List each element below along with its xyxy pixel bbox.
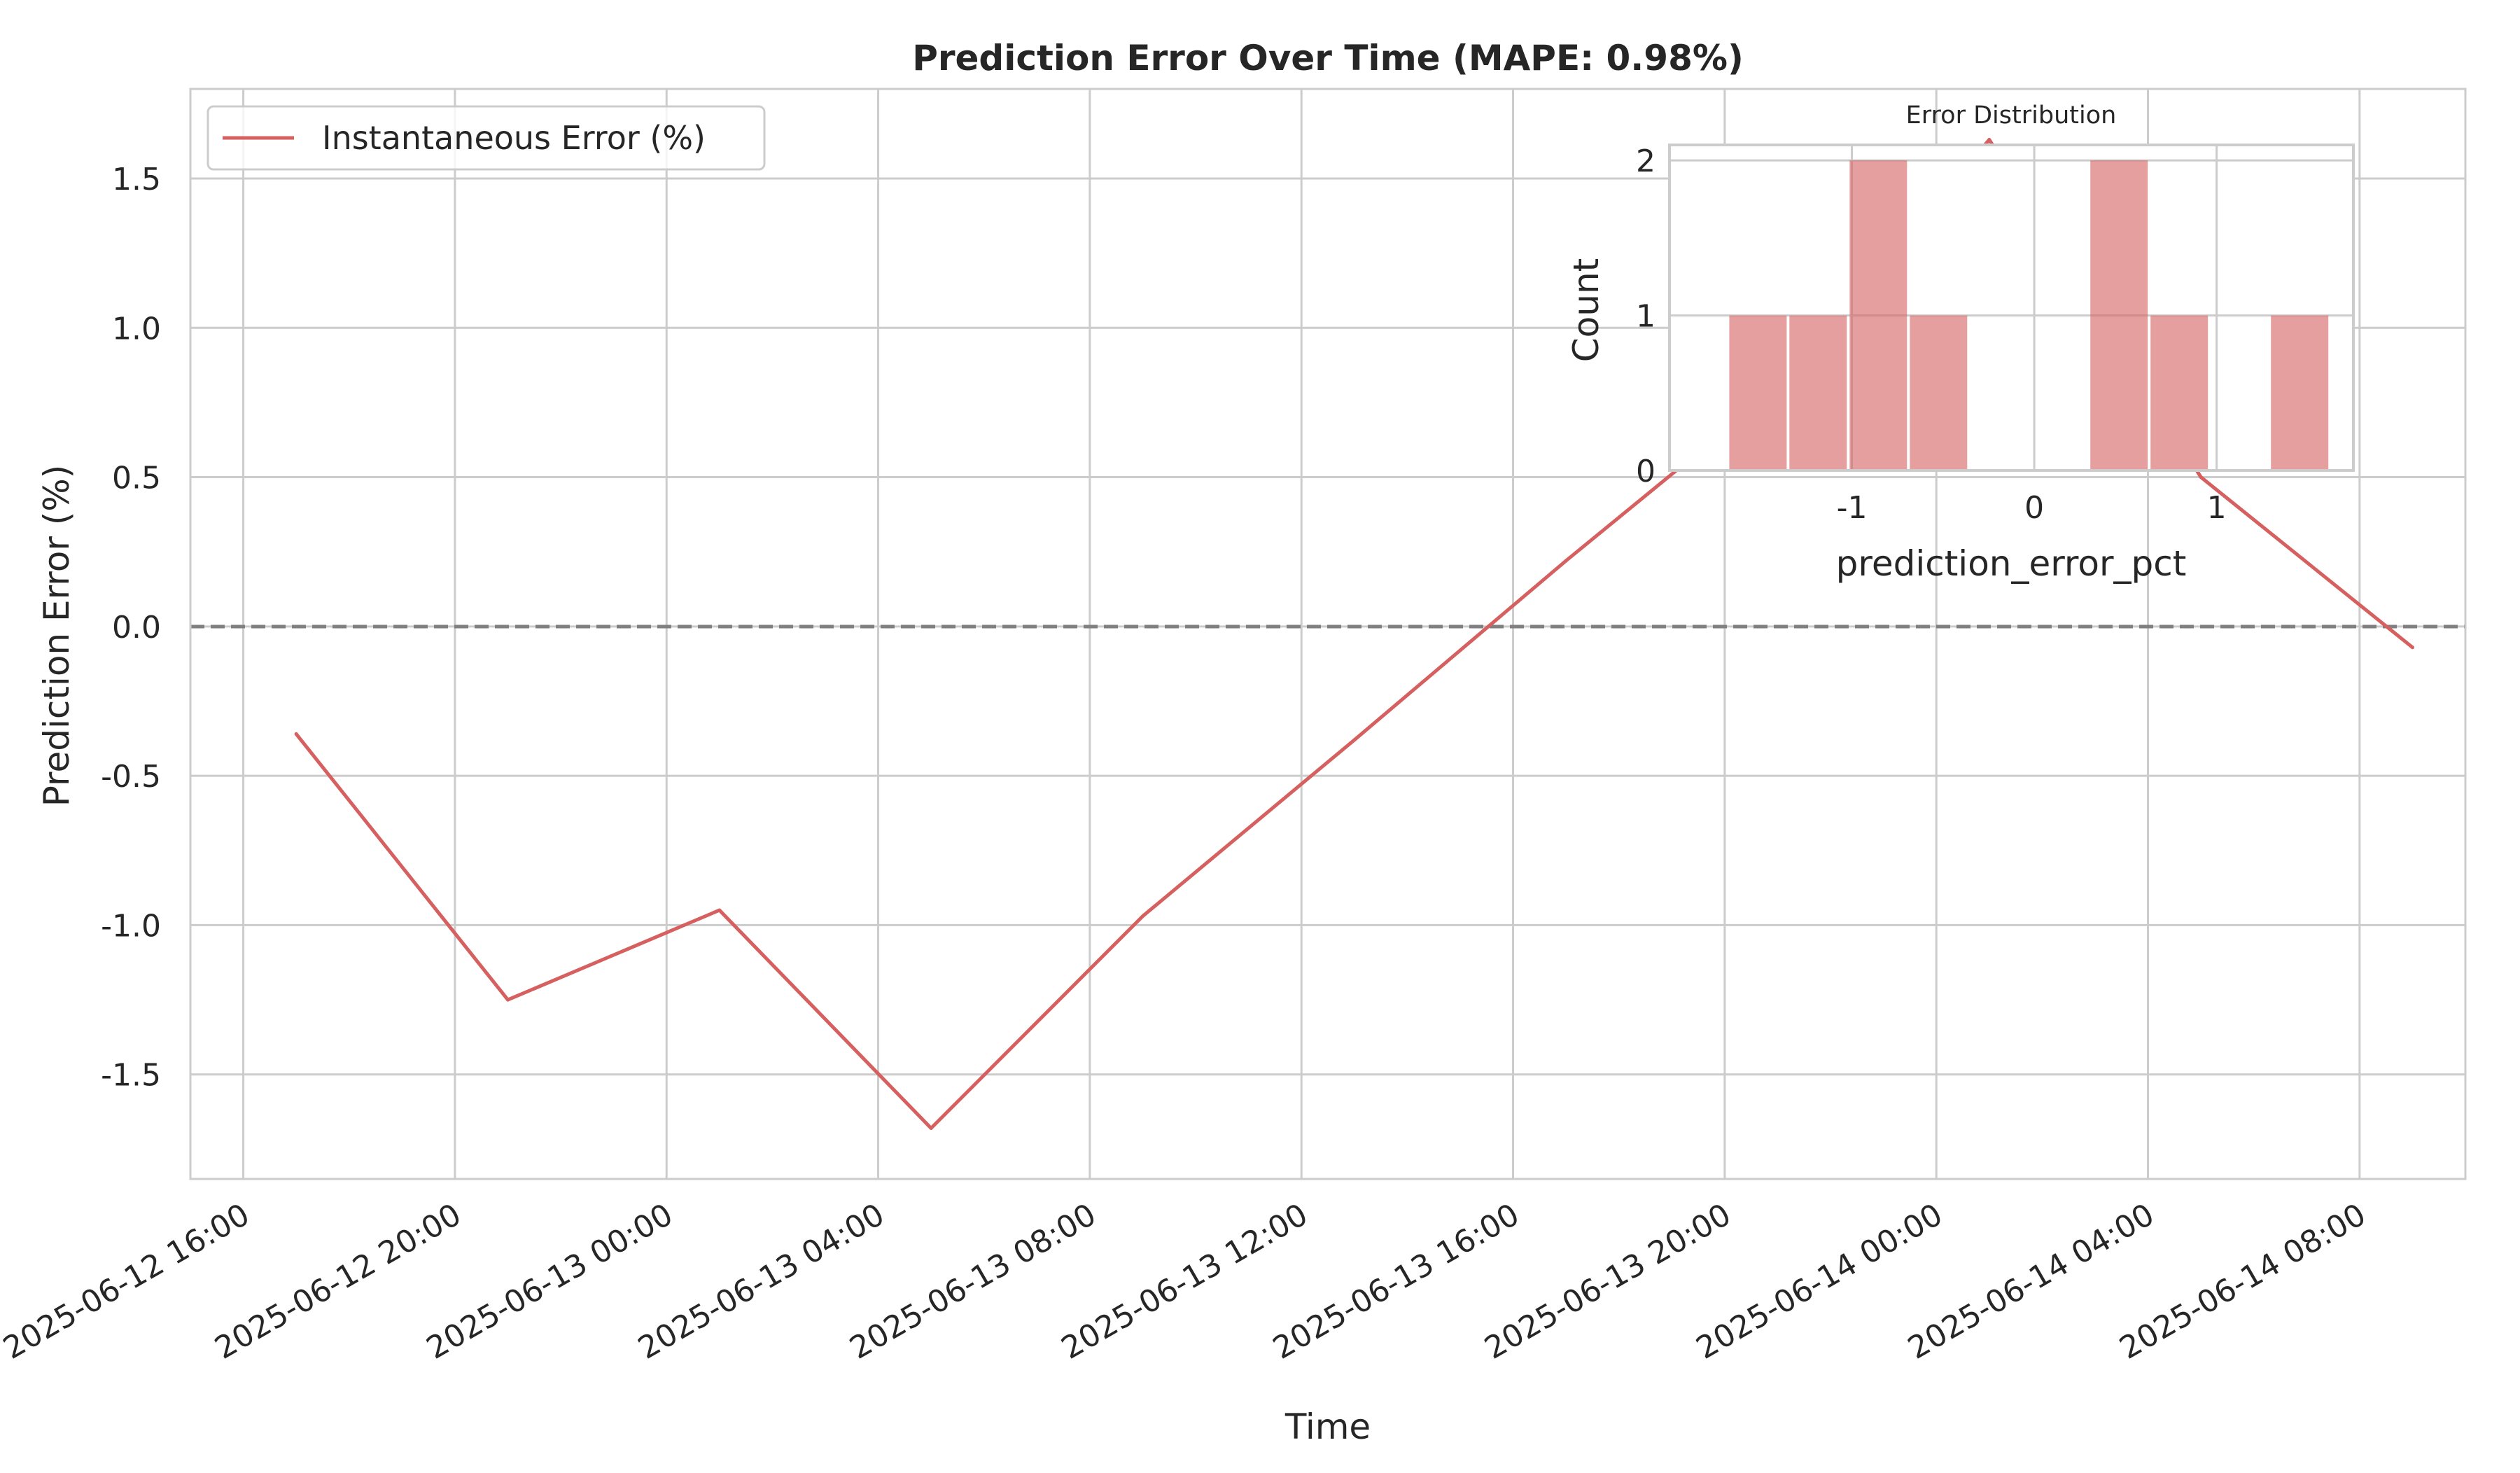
plot-frame bbox=[189, 88, 2467, 1180]
series-point bbox=[718, 908, 722, 912]
main-gridlines bbox=[190, 89, 2465, 1179]
inset-bars bbox=[1729, 160, 2329, 470]
y-tick-label: -1.0 bbox=[101, 908, 161, 944]
inset-y-tick-label: 2 bbox=[1636, 144, 1656, 179]
y-tick-label: -0.5 bbox=[101, 759, 161, 795]
histogram-bar bbox=[1849, 160, 1907, 470]
histogram-bar bbox=[1789, 315, 1847, 470]
series-point bbox=[506, 998, 510, 1002]
y-axis-tick-labels: 1.5 1.0 0.5 0.0 -0.5 -1.0 -1.5 bbox=[101, 162, 161, 1094]
inset-x-tick-labels: -1 0 1 bbox=[1837, 490, 2227, 526]
y-tick-label: 1.0 bbox=[112, 311, 161, 347]
legend-label: Instantaneous Error (%) bbox=[322, 119, 706, 157]
inset-histogram: 0 1 2 -1 0 1 Error Distribution prediction_e… bbox=[1566, 102, 2355, 584]
inset-x-tick-label: 1 bbox=[2207, 490, 2227, 526]
x-axis-title: Time bbox=[1284, 1406, 1371, 1447]
inset-y-tick-label: 0 bbox=[1636, 454, 1656, 489]
y-axis-title: Prediction Error (%) bbox=[36, 465, 77, 807]
legend-box bbox=[206, 105, 766, 171]
inset-x-tick-label: -1 bbox=[1837, 490, 1868, 526]
series-point bbox=[929, 1126, 933, 1130]
series-point bbox=[1987, 138, 1991, 141]
series-point bbox=[1564, 559, 1568, 563]
histogram-bar bbox=[2090, 160, 2148, 470]
histogram-bar bbox=[1910, 315, 1968, 470]
y-tick-label: 1.5 bbox=[112, 162, 161, 197]
inset-y-tick-label: 1 bbox=[1636, 299, 1656, 335]
series-point bbox=[294, 732, 298, 736]
y-tick-label: 0.5 bbox=[112, 461, 161, 496]
inset-x-tick-label: 0 bbox=[2024, 490, 2044, 526]
y-tick-label: -1.5 bbox=[101, 1058, 161, 1094]
y-tick-label: 0.0 bbox=[112, 610, 161, 645]
inset-title: Error Distribution bbox=[1906, 102, 2117, 130]
legend: Instantaneous Error (%) bbox=[206, 105, 766, 171]
inset-frame bbox=[1668, 144, 2355, 472]
series-point bbox=[1352, 738, 1357, 742]
histogram-bar bbox=[1729, 315, 1787, 470]
series-point bbox=[2410, 645, 2414, 650]
inset-y-axis-title: Count bbox=[1566, 258, 1606, 363]
chart-title: Prediction Error Over Time (MAPE: 0.98%) bbox=[912, 38, 1744, 78]
series-point bbox=[1141, 914, 1144, 919]
series-point bbox=[2199, 475, 2203, 479]
inset-x-axis-title: prediction_error_pct bbox=[1836, 543, 2187, 584]
histogram-bar bbox=[2150, 315, 2208, 470]
histogram-bar bbox=[2271, 315, 2329, 470]
inset-y-tick-labels: 0 1 2 bbox=[1636, 144, 1656, 489]
